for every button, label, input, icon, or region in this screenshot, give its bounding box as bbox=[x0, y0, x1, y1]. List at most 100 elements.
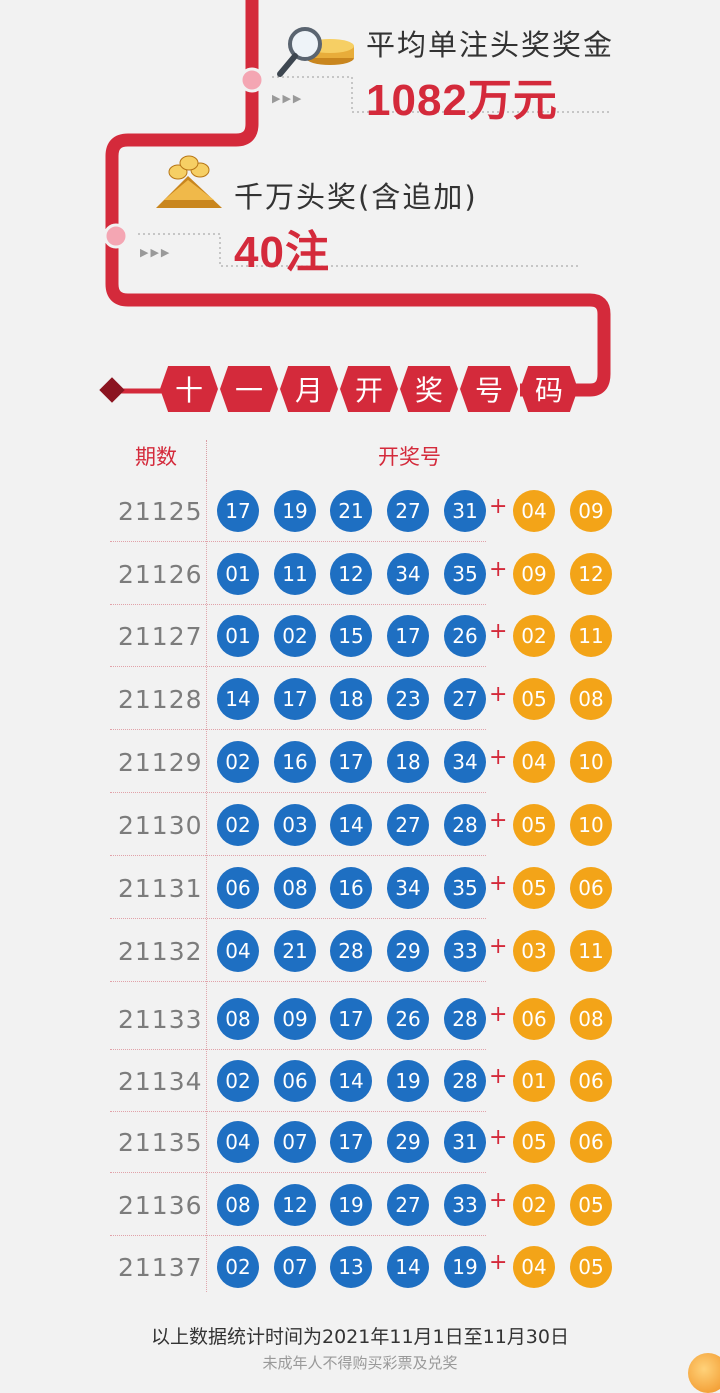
front-ball: 15 bbox=[330, 615, 372, 657]
front-ball: 02 bbox=[217, 741, 259, 783]
table-row: 21131 06 08 16 34 35 +05 06 bbox=[110, 857, 612, 919]
front-ball: 18 bbox=[387, 741, 429, 783]
arrow-hint: ▶▶▶ bbox=[140, 246, 172, 259]
front-ball: 28 bbox=[444, 804, 486, 846]
front-ball: 29 bbox=[387, 1121, 429, 1163]
front-ball: 14 bbox=[330, 804, 372, 846]
column-divider bbox=[206, 480, 207, 1292]
front-ball: 12 bbox=[274, 1184, 316, 1226]
issue-number: 21137 bbox=[118, 1252, 203, 1282]
front-ball: 26 bbox=[444, 615, 486, 657]
back-ball: 05 bbox=[513, 804, 555, 846]
back-ball: 11 bbox=[570, 615, 612, 657]
back-ball: 06 bbox=[570, 867, 612, 909]
front-ball: 11 bbox=[274, 553, 316, 595]
front-ball: 35 bbox=[444, 553, 486, 595]
banner-char: 码 bbox=[520, 366, 578, 412]
table-row: 21133 08 09 17 26 28 +06 08 bbox=[110, 988, 612, 1050]
front-ball: 08 bbox=[217, 998, 259, 1040]
front-ball: 19 bbox=[330, 1184, 372, 1226]
footer-note: 以上数据统计时间为2021年11月1日至11月30日 bbox=[151, 1326, 569, 1348]
front-ball: 12 bbox=[330, 553, 372, 595]
front-ball: 34 bbox=[387, 553, 429, 595]
banner-char: 一 bbox=[220, 366, 278, 412]
header-numbers: 开奖号 bbox=[378, 445, 441, 469]
row-separator bbox=[110, 1111, 486, 1112]
front-ball: 28 bbox=[444, 1060, 486, 1102]
table-row: 21134 02 06 14 19 28 +01 06 bbox=[110, 1050, 612, 1112]
issue-number: 21130 bbox=[118, 810, 203, 840]
table-row: 21136 08 12 19 27 33 +02 05 bbox=[110, 1174, 612, 1236]
magnifier-coins-icon bbox=[277, 27, 354, 77]
plus-sign: + bbox=[489, 934, 508, 959]
back-ball: 02 bbox=[513, 615, 555, 657]
front-ball: 27 bbox=[387, 490, 429, 532]
back-ball: 04 bbox=[513, 741, 555, 783]
front-ball: 04 bbox=[217, 930, 259, 972]
issue-number: 21127 bbox=[118, 621, 203, 651]
back-ball: 03 bbox=[513, 930, 555, 972]
back-ball: 10 bbox=[570, 804, 612, 846]
back-ball: 04 bbox=[513, 1246, 555, 1288]
back-ball: 11 bbox=[570, 930, 612, 972]
back-ball: 08 bbox=[570, 678, 612, 720]
back-ball: 05 bbox=[513, 867, 555, 909]
front-ball: 02 bbox=[217, 1246, 259, 1288]
issue-number: 21133 bbox=[118, 1004, 203, 1034]
front-ball: 19 bbox=[444, 1246, 486, 1288]
issue-number: 21135 bbox=[118, 1127, 203, 1157]
plus-sign: + bbox=[489, 808, 508, 833]
front-ball: 17 bbox=[217, 490, 259, 532]
issue-number: 21131 bbox=[118, 873, 203, 903]
banner-char: 开 bbox=[340, 366, 398, 412]
issue-number: 21134 bbox=[118, 1066, 203, 1096]
issue-number: 21128 bbox=[118, 684, 203, 714]
stat-avg-prize: 平均单注头奖奖金 1082万元 bbox=[366, 22, 614, 128]
back-ball: 09 bbox=[513, 553, 555, 595]
front-ball: 04 bbox=[217, 1121, 259, 1163]
banner-char: 号 bbox=[460, 366, 518, 412]
front-ball: 08 bbox=[274, 867, 316, 909]
front-ball: 35 bbox=[444, 867, 486, 909]
stat-label: 千万头奖(含追加) bbox=[234, 180, 478, 214]
table-row: 21135 04 07 17 29 31 +05 06 bbox=[110, 1111, 612, 1173]
front-ball: 17 bbox=[274, 678, 316, 720]
front-ball: 34 bbox=[444, 741, 486, 783]
row-separator bbox=[110, 1049, 486, 1050]
front-ball: 02 bbox=[217, 804, 259, 846]
front-ball: 27 bbox=[444, 678, 486, 720]
front-ball: 21 bbox=[330, 490, 372, 532]
issue-number: 21129 bbox=[118, 747, 203, 777]
timeline-path bbox=[99, 0, 612, 403]
front-ball: 17 bbox=[330, 998, 372, 1040]
back-ball: 06 bbox=[513, 998, 555, 1040]
table-row: 21130 02 03 14 27 28 +05 10 bbox=[110, 794, 612, 856]
front-ball: 01 bbox=[217, 615, 259, 657]
front-ball: 14 bbox=[387, 1246, 429, 1288]
front-ball: 19 bbox=[274, 490, 316, 532]
table-row: 21137 02 07 13 14 19 +04 05 bbox=[110, 1236, 612, 1298]
plus-sign: + bbox=[489, 1188, 508, 1213]
stat-value: 40注 bbox=[234, 228, 330, 277]
front-ball: 27 bbox=[387, 1184, 429, 1226]
front-ball: 17 bbox=[330, 1121, 372, 1163]
banner-char: 奖 bbox=[400, 366, 458, 412]
front-ball: 17 bbox=[387, 615, 429, 657]
table-row: 21132 04 21 28 29 33 +03 11 bbox=[110, 920, 612, 982]
front-ball: 27 bbox=[387, 804, 429, 846]
back-ball: 08 bbox=[570, 998, 612, 1040]
front-ball: 34 bbox=[387, 867, 429, 909]
back-ball: 05 bbox=[570, 1246, 612, 1288]
front-ball: 16 bbox=[274, 741, 316, 783]
table-row: 21129 02 16 17 18 34 +04 10 bbox=[110, 731, 612, 793]
plus-sign: + bbox=[489, 1064, 508, 1089]
banner-char: 月 bbox=[280, 366, 338, 412]
front-ball: 31 bbox=[444, 490, 486, 532]
table-row: 21126 01 11 12 34 35 +09 12 bbox=[110, 543, 612, 605]
plus-sign: + bbox=[489, 557, 508, 582]
back-ball: 10 bbox=[570, 741, 612, 783]
row-separator bbox=[110, 792, 486, 793]
row-separator bbox=[110, 1172, 486, 1173]
arrow-hint: ▶▶▶ bbox=[272, 92, 304, 105]
front-ball: 26 bbox=[387, 998, 429, 1040]
